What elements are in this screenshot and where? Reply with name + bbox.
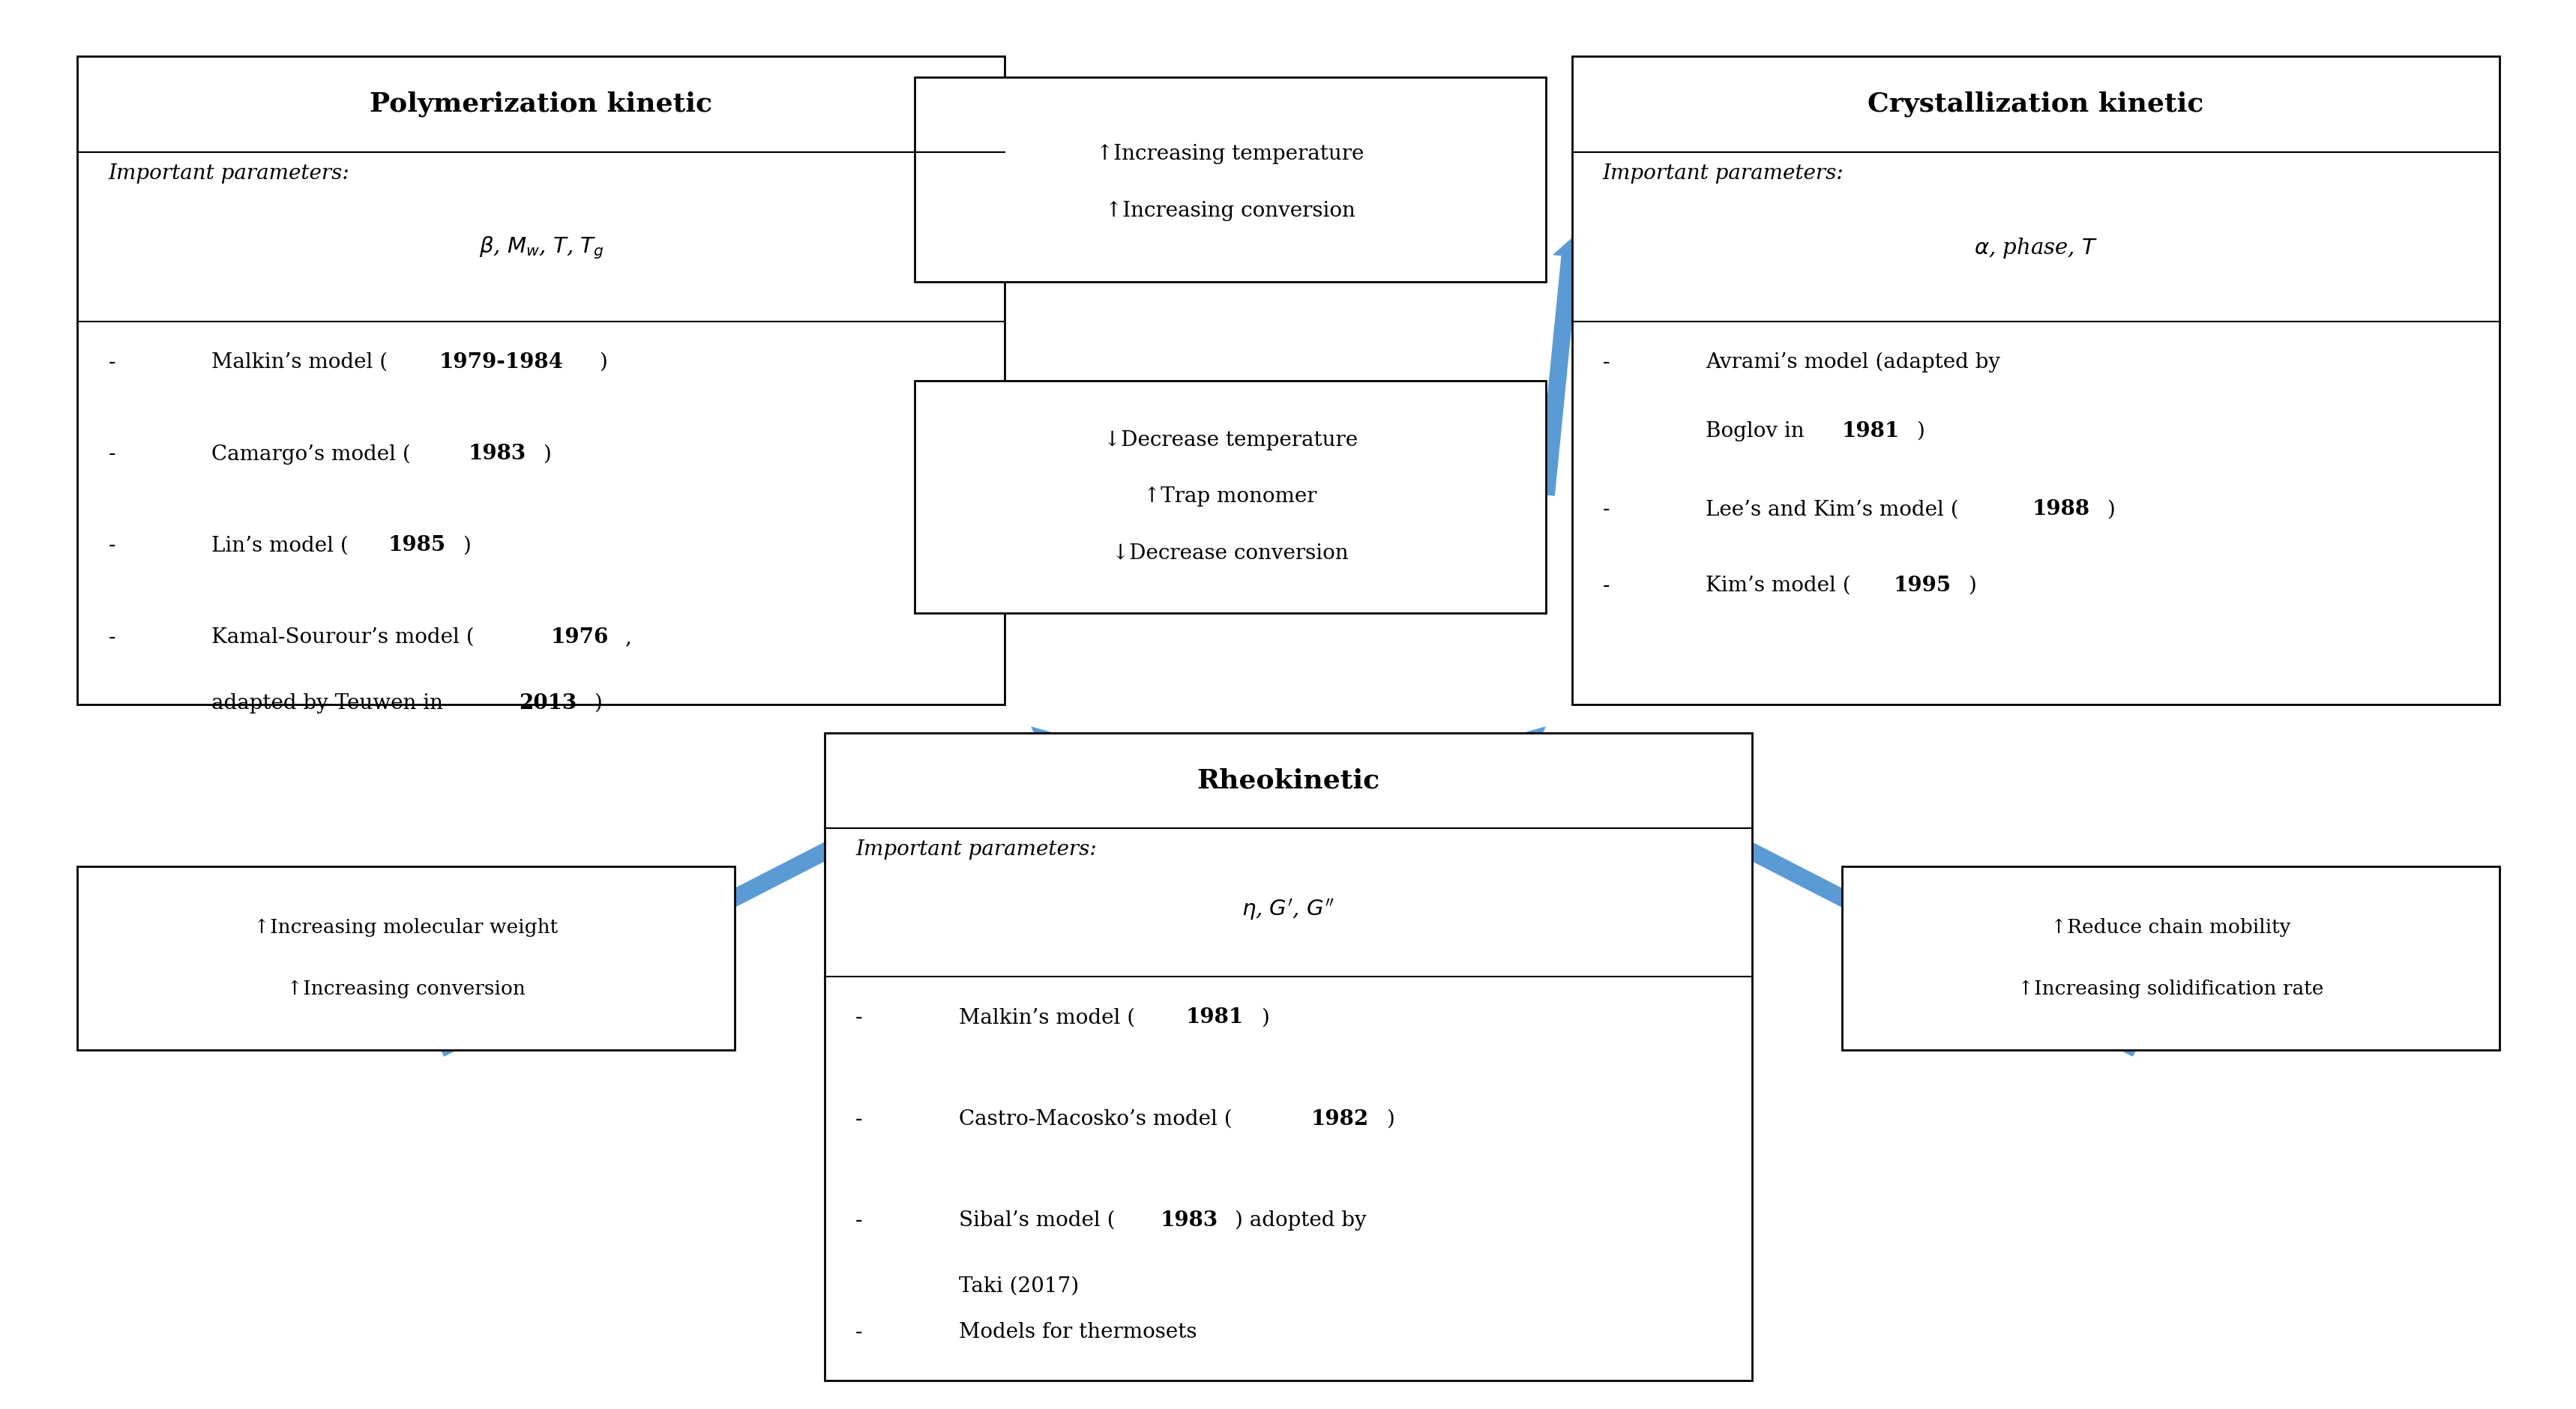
Text: Important parameters:: Important parameters: [1602, 163, 1844, 183]
Text: 1976: 1976 [551, 627, 608, 647]
Text: -: - [108, 352, 116, 372]
FancyBboxPatch shape [77, 867, 734, 1050]
Text: Taki (2017): Taki (2017) [958, 1277, 1079, 1296]
Text: -: - [108, 627, 116, 647]
Text: Avrami’s model (adapted by: Avrami’s model (adapted by [1705, 352, 1999, 373]
Text: Malkin’s model (: Malkin’s model ( [958, 1007, 1133, 1027]
FancyBboxPatch shape [1571, 56, 2499, 705]
Text: -: - [855, 1322, 863, 1343]
Text: ): ) [1260, 1007, 1267, 1027]
Text: -: - [1602, 575, 1610, 596]
Text: 1981: 1981 [1185, 1007, 1244, 1027]
Text: ): ) [544, 444, 551, 464]
Text: Kim’s model (: Kim’s model ( [1705, 575, 1850, 596]
Text: ↓Decrease temperature: ↓Decrease temperature [1103, 430, 1358, 451]
Text: 1981: 1981 [1842, 421, 1899, 441]
Text: Sibal’s model (: Sibal’s model ( [958, 1210, 1115, 1230]
Text: Lin’s model (: Lin’s model ( [211, 535, 348, 555]
Text: adapted by Teuwen in: adapted by Teuwen in [211, 693, 448, 713]
Text: Malkin’s model (: Malkin’s model ( [211, 352, 386, 372]
Text: -: - [855, 1210, 863, 1230]
Text: Models for thermosets: Models for thermosets [958, 1322, 1195, 1343]
FancyBboxPatch shape [914, 380, 1546, 613]
Text: ): ) [2107, 499, 2115, 520]
Text: Polymerization kinetic: Polymerization kinetic [371, 92, 711, 117]
Text: Boglov in: Boglov in [1705, 421, 1811, 441]
Text: ): ) [592, 693, 603, 713]
Text: 1983: 1983 [1159, 1210, 1218, 1230]
FancyBboxPatch shape [77, 56, 1005, 705]
Text: 1988: 1988 [2032, 499, 2089, 520]
Text: ): ) [464, 535, 471, 555]
Text: Lee’s and Kim’s model (: Lee’s and Kim’s model ( [1705, 499, 1958, 520]
Text: Important parameters:: Important parameters: [108, 163, 350, 183]
Text: -: - [1602, 352, 1610, 372]
Text: ): ) [1968, 575, 1976, 596]
FancyBboxPatch shape [1842, 867, 2499, 1050]
Text: Crystallization kinetic: Crystallization kinetic [1868, 92, 2202, 117]
Text: 1979-1984: 1979-1984 [438, 352, 564, 372]
Text: ): ) [1917, 421, 1924, 441]
Text: $\beta$, $M_w$, $T$, $T_g$: $\beta$, $M_w$, $T$, $T_g$ [479, 235, 603, 261]
Text: 1983: 1983 [469, 444, 526, 464]
Text: -: - [855, 1109, 863, 1129]
Text: ↑Trap monomer: ↑Trap monomer [1144, 486, 1316, 507]
Text: ) adopted by: ) adopted by [1234, 1210, 1365, 1231]
Text: ↑Increasing conversion: ↑Increasing conversion [1105, 200, 1355, 221]
Text: -: - [108, 535, 116, 555]
Text: Important parameters:: Important parameters: [855, 840, 1097, 859]
Text: 1982: 1982 [1311, 1109, 1368, 1129]
Text: -: - [855, 1007, 863, 1027]
Text: ↑Increasing conversion: ↑Increasing conversion [286, 979, 526, 999]
Text: Rheokinetic: Rheokinetic [1195, 768, 1381, 793]
Text: -: - [108, 444, 116, 464]
Text: $\eta$, $G'$, $G''$: $\eta$, $G'$, $G''$ [1242, 898, 1334, 921]
Text: ↑Reduce chain mobility: ↑Reduce chain mobility [2050, 917, 2290, 937]
Text: Kamal-Sourour’s model (: Kamal-Sourour’s model ( [211, 627, 474, 647]
Text: ↑Increasing temperature: ↑Increasing temperature [1097, 144, 1363, 165]
Text: $\alpha$, phase, $T$: $\alpha$, phase, $T$ [1973, 235, 2097, 261]
Text: ): ) [1386, 1109, 1394, 1129]
Text: ↓Decrease conversion: ↓Decrease conversion [1113, 542, 1347, 564]
Text: 1995: 1995 [1893, 575, 1950, 596]
Text: 2013: 2013 [518, 693, 577, 713]
Text: ↑Increasing molecular weight: ↑Increasing molecular weight [252, 917, 559, 937]
Text: -: - [1602, 499, 1610, 520]
Text: 1985: 1985 [389, 535, 446, 555]
Text: ): ) [600, 352, 608, 372]
Text: ,: , [626, 627, 631, 647]
Text: Castro-Macosko’s model (: Castro-Macosko’s model ( [958, 1109, 1231, 1129]
Text: ↑Increasing solidification rate: ↑Increasing solidification rate [2017, 979, 2324, 999]
FancyBboxPatch shape [824, 733, 1752, 1381]
FancyBboxPatch shape [914, 77, 1546, 282]
Text: Camargo’s model (: Camargo’s model ( [211, 444, 410, 465]
